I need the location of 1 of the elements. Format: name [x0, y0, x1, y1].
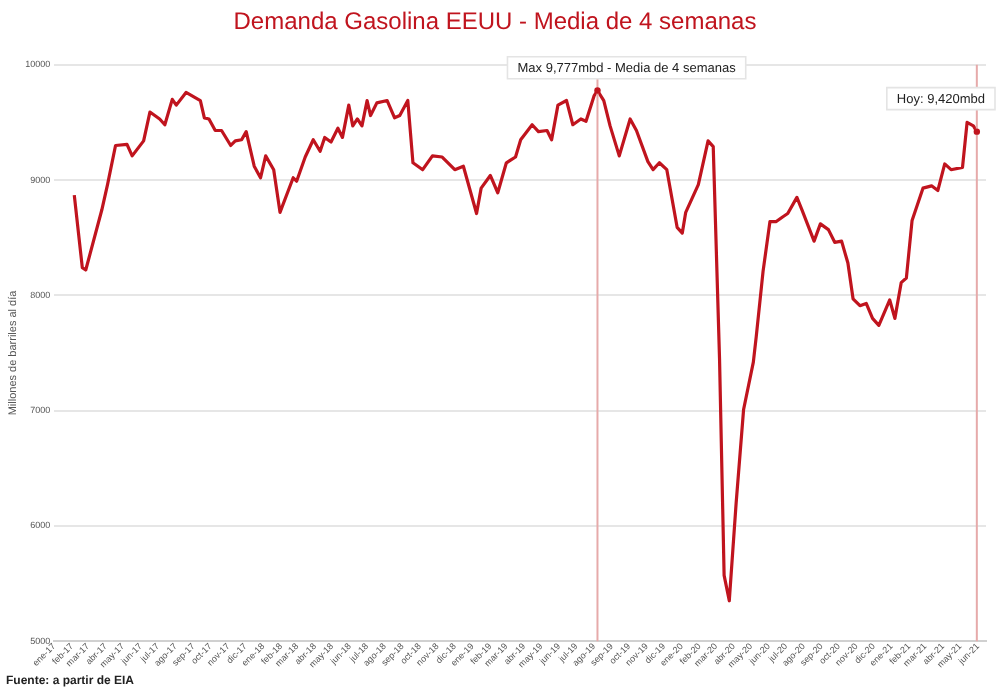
chart-title: Demanda Gasolina EEUU - Media de 4 semanas [233, 7, 757, 36]
